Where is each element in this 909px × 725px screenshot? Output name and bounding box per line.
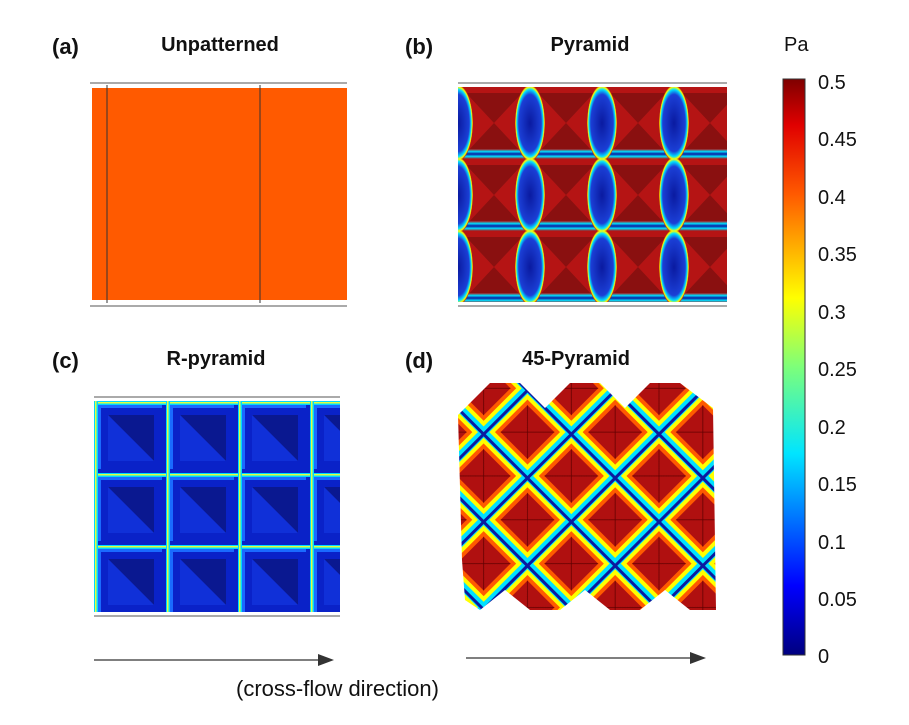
panel-d-plot — [458, 383, 716, 610]
panel-c-title: R-pyramid — [166, 348, 266, 370]
colorbar-tick: 0.1 — [818, 532, 846, 554]
flow-direction-caption: (cross-flow direction) — [236, 676, 439, 701]
colorbar-tick: 0.25 — [818, 359, 857, 381]
colorbar-tick: 0.05 — [818, 589, 857, 611]
panel-c-plot — [94, 396, 340, 617]
colorbar-unit: Pa — [784, 34, 809, 56]
panel-b-label: (b) — [405, 34, 434, 59]
colorbar-tick: 0.35 — [818, 244, 857, 266]
panel-a-plot — [90, 82, 347, 307]
panel-d-title: 45-Pyramid — [522, 348, 630, 370]
colorbar-tick: 0.3 — [818, 302, 846, 324]
colorbar-tick: 0.5 — [818, 72, 846, 94]
colorbar-tick: 0.4 — [818, 187, 846, 209]
colorbar-tick: 0 — [818, 646, 830, 668]
panel-b-plot — [458, 82, 727, 307]
colorbar-tick: 0.15 — [818, 474, 857, 496]
panel-a-title: Unpatterned — [161, 34, 279, 56]
panel-b-title: Pyramid — [550, 34, 630, 56]
panel-c-label: (c) — [52, 348, 79, 373]
panel-a-label: (a) — [52, 34, 79, 59]
colorbar-tick: 0.2 — [818, 417, 846, 439]
colorbar-tick: 0.45 — [818, 129, 857, 151]
panel-d-label: (d) — [405, 348, 434, 373]
colorbar — [782, 78, 806, 656]
flow-arrows — [94, 652, 706, 666]
